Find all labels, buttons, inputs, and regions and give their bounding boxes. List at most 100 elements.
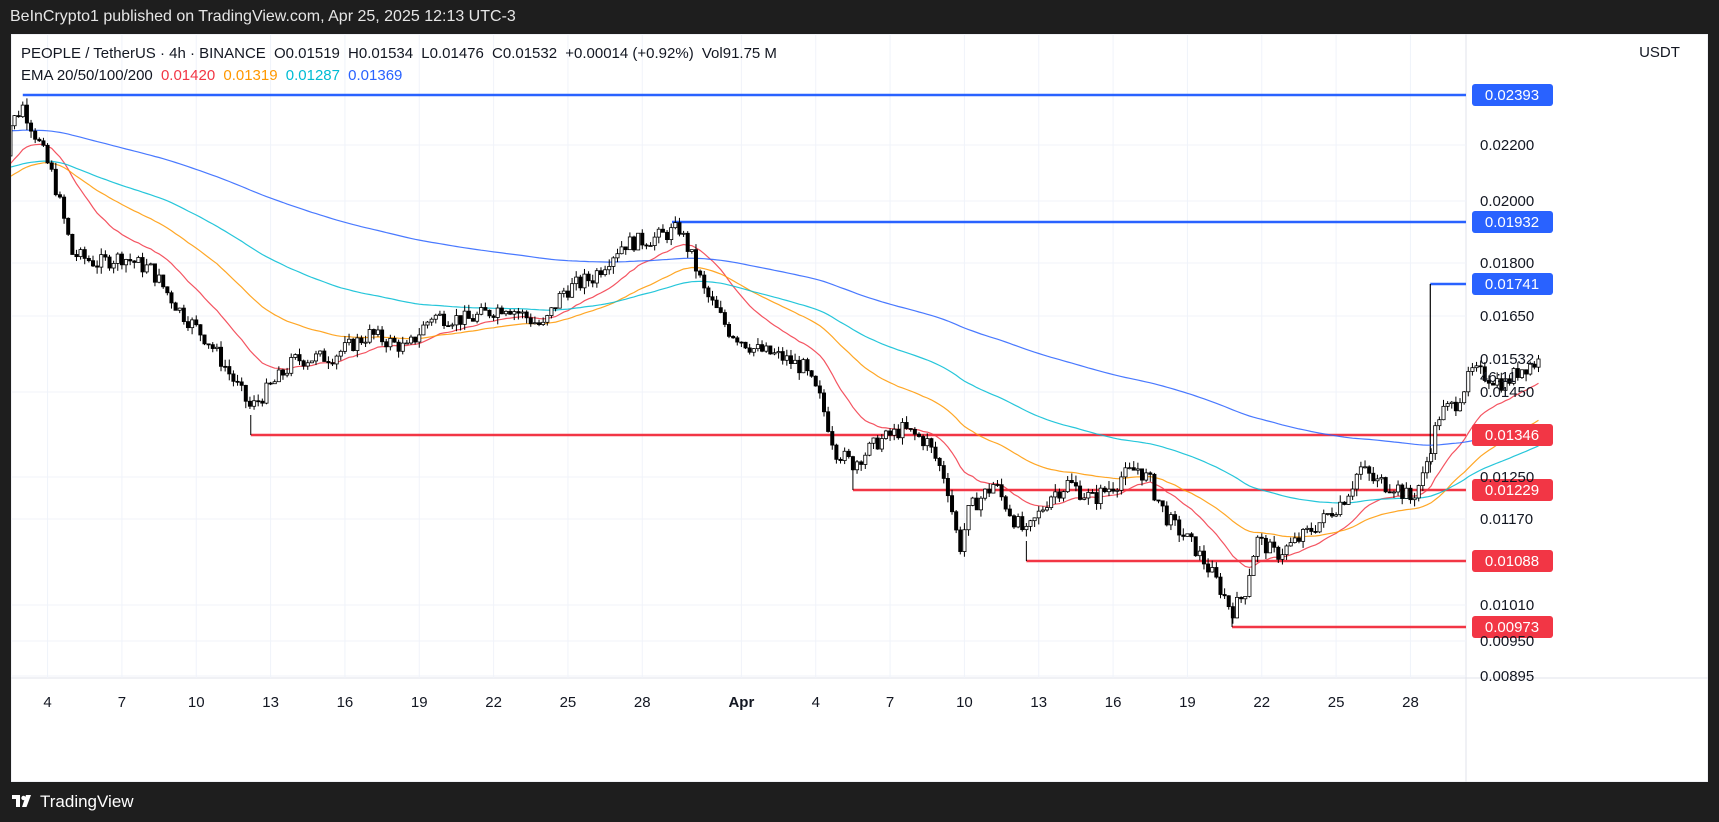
- candle: [136, 255, 141, 263]
- candle: [879, 434, 884, 453]
- candle-body: [1445, 403, 1450, 407]
- candle-body: [553, 307, 558, 310]
- candle: [1470, 362, 1475, 376]
- candle: [392, 335, 397, 343]
- candle-body: [859, 461, 864, 465]
- ema-label[interactable]: EMA 20/50/100/200: [21, 67, 153, 84]
- candle-body: [685, 232, 690, 252]
- candle-body: [1185, 533, 1190, 537]
- candle-body: [524, 311, 529, 319]
- candle: [1346, 493, 1351, 505]
- level-price-tag: [1472, 211, 1553, 233]
- candle: [842, 447, 847, 465]
- tradingview-logo[interactable]: TradingView: [12, 782, 134, 822]
- candle-body: [921, 436, 926, 447]
- candle-body: [1189, 533, 1194, 538]
- candle-body: [817, 385, 822, 394]
- candle: [235, 374, 240, 386]
- candle-body: [1346, 495, 1351, 505]
- candle: [1412, 492, 1417, 507]
- candle-body: [962, 529, 967, 552]
- candle-body: [958, 529, 963, 552]
- candle-body: [417, 334, 422, 343]
- candle: [1065, 476, 1070, 494]
- candle: [545, 314, 550, 326]
- candle-body: [929, 438, 934, 448]
- candle-body: [338, 350, 343, 357]
- candle: [516, 307, 521, 320]
- level-price-label: 0.02393: [1485, 87, 1539, 104]
- candle-body: [970, 497, 975, 506]
- candle-body: [359, 337, 364, 344]
- time-axis[interactable]: 4 7 10 13 16 19 22 25 28 Apr 4 7 10 13 16 19 22 25 28: [43, 694, 1418, 711]
- candle: [557, 291, 562, 309]
- candle-body: [62, 196, 67, 219]
- price-chart[interactable]: 0.02393 0.01932 0.01741 0.01346 0.01229 0.010…: [11, 34, 1708, 782]
- candle-body: [1482, 366, 1487, 381]
- candle: [454, 308, 459, 332]
- candle: [1288, 537, 1293, 547]
- candle: [594, 268, 599, 288]
- candle: [90, 255, 95, 267]
- candle: [442, 310, 447, 329]
- candle-body: [1495, 378, 1500, 386]
- candle-body: [991, 484, 996, 494]
- symbol-label[interactable]: PEOPLE / TetherUS · 4h · BINANCE: [21, 45, 266, 62]
- candle: [1168, 512, 1173, 531]
- ema-line-1: [11, 143, 1539, 569]
- candle-body: [689, 249, 694, 252]
- candle: [293, 353, 298, 360]
- candle-body: [1263, 537, 1268, 554]
- candle: [1086, 488, 1091, 505]
- currency-button[interactable]: USDT: [1639, 44, 1680, 61]
- candle: [1486, 375, 1491, 390]
- candle: [243, 384, 248, 409]
- candle: [318, 350, 323, 357]
- candle-body: [305, 362, 310, 367]
- candle: [855, 460, 860, 474]
- candle: [1189, 532, 1194, 542]
- candle: [260, 398, 265, 407]
- candle-body: [826, 411, 831, 432]
- candle-body: [1243, 596, 1248, 600]
- candle-body: [157, 274, 162, 283]
- candle: [1177, 515, 1182, 543]
- candle-body: [285, 372, 290, 376]
- ema-line-3: [11, 160, 1539, 504]
- candle-body: [342, 342, 347, 352]
- candle: [788, 349, 793, 369]
- candle-body: [677, 222, 682, 235]
- candle-body: [904, 422, 909, 429]
- candle: [1263, 535, 1268, 559]
- candle: [1503, 374, 1508, 392]
- price-tick-label: 0.01450: [1480, 384, 1534, 401]
- candle-body: [433, 314, 438, 320]
- candle-body: [1152, 473, 1157, 501]
- candle-body: [1218, 576, 1223, 595]
- candle: [1016, 513, 1021, 529]
- candle-body: [541, 321, 546, 325]
- candle-body: [1049, 496, 1054, 508]
- candle: [82, 246, 87, 265]
- candle: [499, 305, 504, 315]
- chart-panel[interactable]: 0.02393 0.01932 0.01741 0.01346 0.01229 0.010…: [11, 34, 1708, 782]
- candle: [124, 258, 129, 273]
- candle-body: [66, 217, 71, 235]
- candle-body: [95, 265, 100, 268]
- candle-body: [834, 444, 839, 460]
- candle: [743, 341, 748, 350]
- candle-body: [1358, 466, 1363, 475]
- candle: [1115, 488, 1120, 498]
- candle: [983, 488, 988, 501]
- candle: [247, 396, 252, 410]
- candle-body: [33, 130, 38, 140]
- candle: [16, 110, 21, 118]
- candle-body: [309, 360, 314, 364]
- candle: [1181, 528, 1186, 541]
- candle-body: [549, 307, 554, 316]
- candle: [1040, 506, 1045, 513]
- candle-body: [119, 253, 124, 266]
- candle-body: [1057, 491, 1062, 499]
- candle-body: [1354, 473, 1359, 490]
- price-axis[interactable]: 0.02393 0.01932 0.01741 0.01346 0.01229 0.010…: [1472, 84, 1553, 685]
